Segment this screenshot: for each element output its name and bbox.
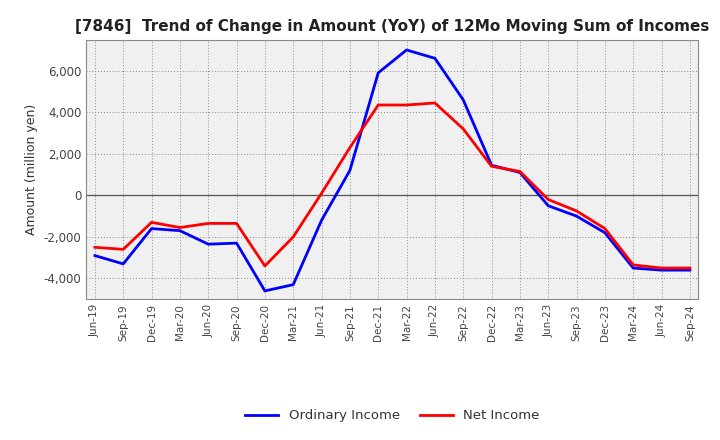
Ordinary Income: [289, 282, 297, 287]
Net Income: [600, 226, 609, 231]
Ordinary Income: [148, 226, 156, 231]
Ordinary Income: [544, 203, 552, 209]
Net Income: [346, 145, 354, 150]
Ordinary Income: [600, 230, 609, 235]
Net Income: [657, 265, 666, 271]
Legend: Ordinary Income, Net Income: Ordinary Income, Net Income: [240, 404, 545, 428]
Ordinary Income: [629, 265, 637, 271]
Ordinary Income: [261, 288, 269, 293]
Net Income: [374, 103, 382, 108]
Net Income: [318, 191, 326, 196]
Net Income: [516, 169, 524, 174]
Net Income: [402, 103, 411, 108]
Ordinary Income: [346, 168, 354, 173]
Net Income: [119, 247, 127, 252]
Ordinary Income: [119, 261, 127, 267]
Line: Ordinary Income: Ordinary Income: [95, 50, 690, 291]
Net Income: [459, 126, 467, 132]
Ordinary Income: [431, 55, 439, 61]
Net Income: [572, 208, 581, 213]
Net Income: [685, 265, 694, 271]
Net Income: [544, 197, 552, 202]
Ordinary Income: [204, 242, 212, 247]
Ordinary Income: [459, 97, 467, 103]
Ordinary Income: [572, 213, 581, 219]
Title: [7846]  Trend of Change in Amount (YoY) of 12Mo Moving Sum of Incomes: [7846] Trend of Change in Amount (YoY) o…: [75, 19, 710, 34]
Ordinary Income: [516, 170, 524, 175]
Y-axis label: Amount (million yen): Amount (million yen): [25, 104, 38, 235]
Net Income: [289, 234, 297, 239]
Net Income: [148, 220, 156, 225]
Net Income: [261, 263, 269, 268]
Net Income: [431, 100, 439, 106]
Ordinary Income: [318, 218, 326, 223]
Net Income: [176, 225, 184, 230]
Ordinary Income: [91, 253, 99, 258]
Ordinary Income: [374, 70, 382, 76]
Net Income: [487, 164, 496, 169]
Ordinary Income: [657, 268, 666, 273]
Ordinary Income: [402, 48, 411, 53]
Net Income: [204, 221, 212, 226]
Ordinary Income: [487, 163, 496, 168]
Net Income: [91, 245, 99, 250]
Ordinary Income: [685, 268, 694, 273]
Ordinary Income: [176, 228, 184, 233]
Net Income: [233, 221, 241, 226]
Net Income: [629, 262, 637, 268]
Line: Net Income: Net Income: [95, 103, 690, 268]
Ordinary Income: [233, 241, 241, 246]
